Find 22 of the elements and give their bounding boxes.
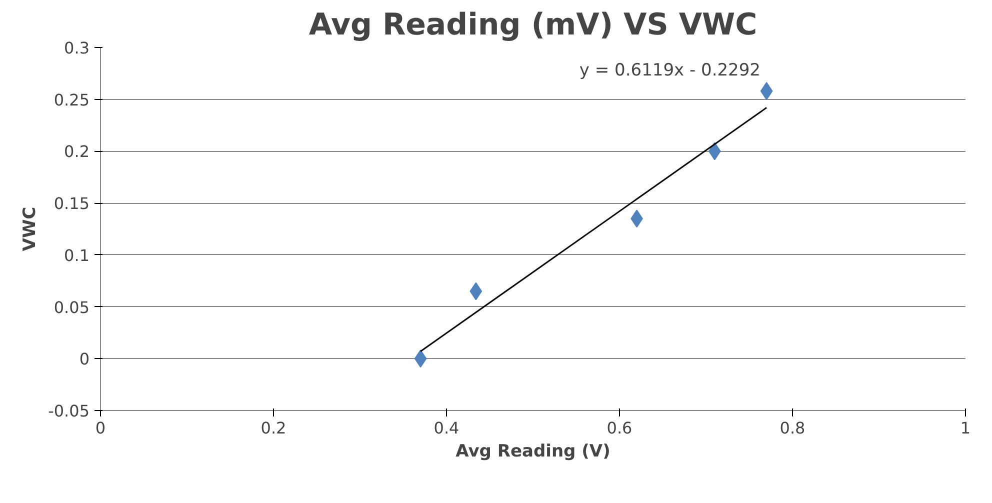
- x-tick-label: 0.6: [606, 418, 632, 438]
- y-tick-label: 0.1: [64, 246, 90, 265]
- x-tick-label: 0.4: [434, 418, 460, 438]
- point: [470, 282, 482, 300]
- x-tick-label: 1: [960, 418, 971, 438]
- chart-title: Avg Reading (mV) VS VWC: [308, 8, 758, 42]
- point: [708, 142, 721, 160]
- y-tick-label: 0.05: [54, 298, 90, 317]
- y-tick-label: -0.05: [48, 402, 90, 420]
- x-tick-label: 0.8: [780, 418, 806, 438]
- x-tick-label: 0: [95, 418, 106, 438]
- y-tick-label: 0: [79, 350, 90, 369]
- y-tick-label: 0.25: [54, 90, 90, 110]
- annotation: y = 0.6119x - 0.2292: [579, 60, 761, 80]
- x-axis-title: Avg Reading (V): [456, 442, 610, 462]
- y-tick-label: 0.15: [54, 194, 90, 214]
- x-tick-label: 0.2: [260, 418, 286, 438]
- point: [414, 350, 427, 368]
- y-tick-label: 0.2: [64, 142, 90, 162]
- y-tick-label: 0.3: [64, 38, 90, 58]
- point: [760, 82, 773, 100]
- y-axis-title: VWC: [20, 206, 40, 252]
